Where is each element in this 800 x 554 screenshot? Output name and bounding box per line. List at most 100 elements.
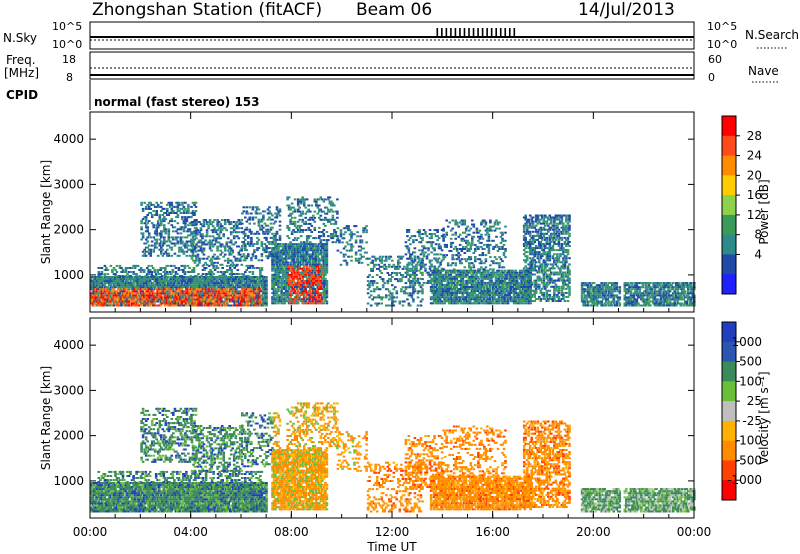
range-cell [196, 255, 200, 258]
range-cell [259, 228, 262, 231]
range-cell [263, 286, 267, 289]
range-cell [321, 247, 324, 250]
range-cell [391, 276, 394, 278]
range-cell [144, 278, 147, 281]
range-cell [479, 290, 483, 293]
range-cell [144, 280, 147, 283]
range-cell [407, 247, 411, 250]
range-cell [141, 286, 144, 289]
range-cell [256, 288, 259, 291]
range-cell [156, 224, 160, 227]
range-cell [460, 271, 463, 274]
range-cell [210, 302, 214, 305]
range-cell [278, 255, 282, 258]
range-cell [132, 271, 135, 273]
range-cell [284, 275, 288, 278]
range-cell [244, 243, 247, 245]
range-cell [333, 218, 336, 221]
range-cell [324, 206, 327, 209]
range-cell [368, 296, 371, 299]
range-cell [203, 288, 206, 291]
range-cell [135, 275, 138, 278]
range-cell [257, 267, 261, 269]
range-cell [315, 302, 318, 305]
range-cell [377, 257, 380, 260]
range-cell [129, 286, 132, 289]
range-cell [302, 294, 306, 297]
range-cell [109, 298, 113, 301]
range-cell [298, 261, 301, 264]
range-cell [198, 284, 202, 287]
nsearch-label: N.Search [745, 28, 800, 42]
range-cell [472, 286, 475, 288]
range-cell [381, 280, 385, 283]
range-cell [307, 290, 310, 293]
range-cell [167, 230, 171, 233]
range-cell [99, 304, 102, 307]
range-cell [159, 304, 163, 307]
range-cell [437, 237, 441, 240]
range-cell [199, 229, 203, 232]
range-cell [434, 302, 437, 305]
range-cell [163, 240, 166, 243]
range-cell [195, 288, 199, 291]
range-cell [253, 300, 256, 303]
range-cell [437, 279, 440, 282]
range-cell [290, 212, 294, 215]
range-cell [204, 284, 208, 287]
range-cell [170, 242, 174, 245]
range-cell [164, 228, 168, 231]
range-cell [290, 249, 294, 252]
range-cell [160, 252, 163, 255]
range-cell [406, 269, 409, 272]
range-cell [188, 290, 191, 293]
range-cell [254, 255, 258, 258]
range-cell [478, 298, 481, 301]
range-cell [298, 206, 301, 209]
range-cell [205, 229, 209, 232]
range-cell [108, 296, 111, 299]
range-cell [170, 298, 173, 301]
range-cell [450, 292, 454, 295]
range-cell [242, 300, 246, 303]
range-cell [327, 239, 330, 242]
range-cell [263, 280, 267, 283]
range-cell [331, 237, 335, 240]
range-cell [322, 261, 326, 264]
range-cell [112, 290, 116, 293]
range-cell [302, 265, 306, 268]
range-cell [230, 278, 233, 281]
range-cell [194, 304, 197, 307]
range-cell [170, 248, 174, 251]
range-cell [244, 288, 247, 291]
range-cell [316, 281, 320, 284]
range-cell [253, 276, 256, 278]
range-cell [345, 249, 349, 252]
range-cell [105, 278, 108, 281]
range-cell [132, 282, 135, 285]
range-cell [239, 284, 243, 287]
range-cell [369, 304, 373, 307]
range-cell [202, 249, 206, 252]
range-cell [274, 273, 277, 276]
range-cell [292, 249, 295, 252]
range-cell [120, 288, 123, 291]
range-cell [432, 283, 436, 286]
range-cell [485, 296, 489, 299]
range-cell [200, 286, 203, 289]
range-cell [453, 269, 457, 272]
range-cell [289, 281, 292, 284]
range-cell [179, 240, 183, 243]
range-cell [94, 304, 98, 307]
range-cell [302, 243, 306, 246]
range-cell [210, 290, 214, 293]
range-cell [158, 292, 161, 295]
range-cell [274, 288, 277, 290]
range-cell [305, 265, 309, 268]
range-cell [275, 265, 279, 268]
range-cell [164, 302, 167, 305]
range-cell [247, 267, 250, 269]
range-cell [284, 288, 288, 290]
range-cell [295, 283, 298, 286]
range-cell [102, 304, 105, 307]
